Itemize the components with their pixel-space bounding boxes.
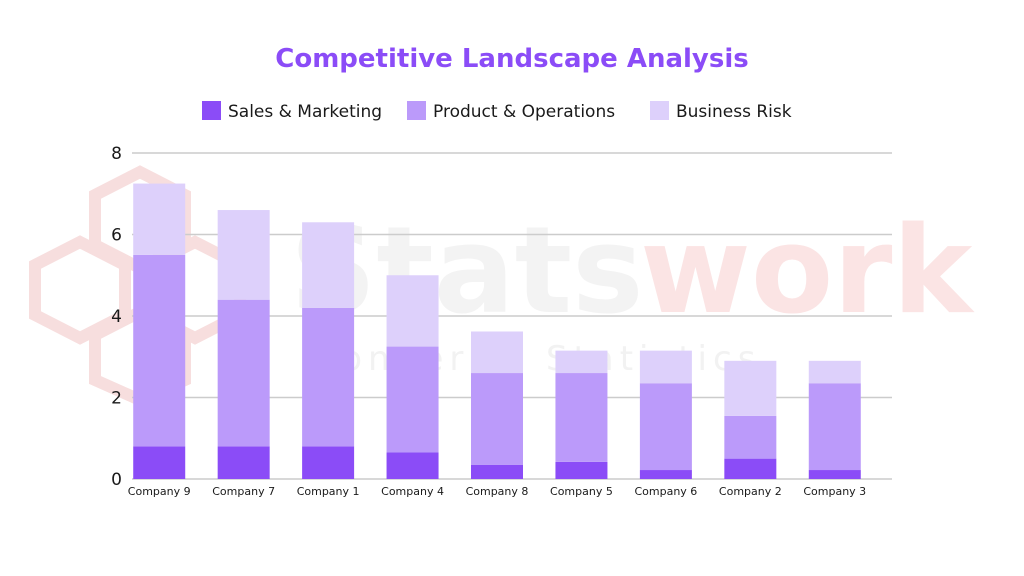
bar-segment xyxy=(555,373,608,462)
bar-segment xyxy=(555,461,608,479)
x-tick-label: Company 4 xyxy=(381,485,444,498)
bar-segment xyxy=(386,346,439,453)
x-tick-label: Company 9 xyxy=(128,485,191,498)
x-tick-label: Company 6 xyxy=(634,485,697,498)
y-tick-label: 2 xyxy=(111,389,122,409)
watermark-text-accent: work xyxy=(640,202,975,341)
legend-swatch-sales-marketing xyxy=(202,101,221,120)
watermark-subtext: Pioneer in Statistics xyxy=(300,339,761,379)
x-tick-label: Company 1 xyxy=(297,485,360,498)
bar-segment xyxy=(133,183,186,255)
y-tick-label: 8 xyxy=(111,144,122,164)
legend-swatch-business-risk xyxy=(650,101,669,120)
y-axis: 0 2 4 6 8 xyxy=(111,144,122,490)
x-tick-label: Company 3 xyxy=(803,485,866,498)
legend-label-business-risk: Business Risk xyxy=(676,102,792,122)
bar-segment xyxy=(471,373,523,465)
legend-swatch-product-operations xyxy=(407,101,426,120)
bar-segment xyxy=(808,470,861,479)
bar-segment xyxy=(555,350,608,374)
bar-segment xyxy=(302,307,355,447)
bars xyxy=(133,183,861,479)
x-tick-label: Company 7 xyxy=(212,485,275,498)
bar-segment xyxy=(217,210,270,300)
bar-segment xyxy=(808,360,861,384)
x-axis: Company 9 Company 7 Company 1 Company 4 Comp… xyxy=(128,485,866,498)
bar-segment xyxy=(808,383,861,471)
x-tick-label: Company 8 xyxy=(466,485,529,498)
bar-segment xyxy=(217,446,270,479)
bar-segment xyxy=(133,254,186,447)
x-tick-label: Company 2 xyxy=(719,485,782,498)
bar-segment xyxy=(302,446,355,479)
chart-title: Competitive Landscape Analysis xyxy=(275,44,748,74)
bar-segment xyxy=(724,458,777,479)
legend: Sales & Marketing Product & Operations B… xyxy=(202,101,792,122)
bar-segment xyxy=(639,470,692,479)
bar-segment xyxy=(217,299,270,447)
bar-segment xyxy=(386,452,439,479)
bar-segment xyxy=(639,383,692,471)
bar-segment xyxy=(724,415,777,459)
x-tick-label: Company 5 xyxy=(550,485,613,498)
legend-label-product-operations: Product & Operations xyxy=(433,102,615,122)
bar-segment xyxy=(639,350,692,384)
bar-segment xyxy=(133,446,186,479)
bar-segment xyxy=(302,222,355,308)
bar-segment xyxy=(471,464,523,479)
y-tick-label: 6 xyxy=(111,226,122,246)
bar-segment xyxy=(386,275,439,347)
y-tick-label: 4 xyxy=(111,307,122,327)
bar-segment xyxy=(724,360,777,416)
legend-label-sales-marketing: Sales & Marketing xyxy=(228,102,382,122)
bar-segment xyxy=(471,331,523,374)
y-tick-label: 0 xyxy=(111,470,122,490)
